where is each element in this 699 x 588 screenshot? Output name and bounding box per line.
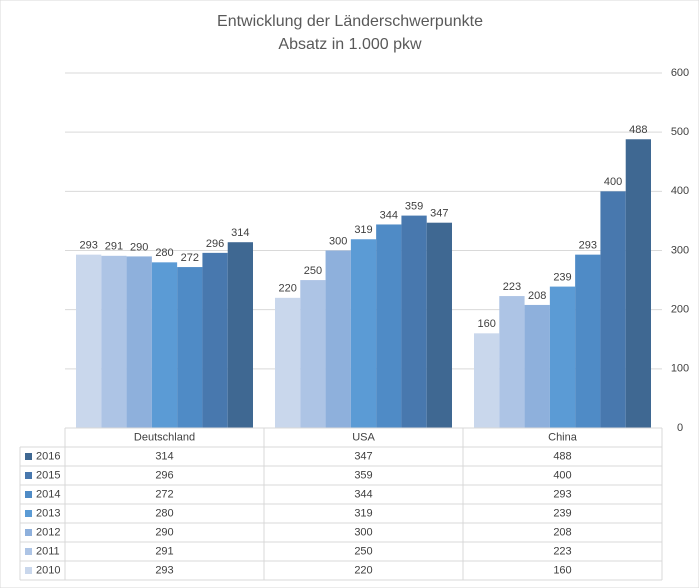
table-cell: 280 — [155, 507, 173, 519]
data-label: 293 — [79, 240, 97, 252]
x-tick-label: China — [548, 431, 578, 443]
table-cell: 291 — [155, 545, 173, 557]
y-tick-label: 100 — [671, 363, 689, 375]
legend-label: 2012 — [36, 526, 60, 538]
y-tick-label: 500 — [671, 126, 689, 138]
table-cell: 293 — [553, 488, 571, 500]
bar — [202, 252, 228, 428]
data-label: 272 — [181, 252, 199, 264]
data-label: 400 — [604, 176, 622, 188]
y-tick-label: 0 — [677, 422, 683, 434]
data-label: 488 — [629, 124, 647, 136]
table-cell: 319 — [354, 507, 372, 519]
table-cell: 488 — [553, 450, 571, 462]
bar — [275, 297, 301, 428]
table-cell: 400 — [553, 469, 571, 481]
bar — [325, 250, 351, 428]
bar — [376, 224, 402, 428]
data-label: 344 — [380, 209, 398, 221]
table-cell: 208 — [553, 526, 571, 538]
data-label: 220 — [278, 283, 296, 295]
x-tick-label: Deutschland — [134, 431, 195, 443]
data-label: 296 — [206, 238, 224, 250]
legend-label: 2014 — [36, 488, 60, 500]
table-cell: 359 — [354, 469, 372, 481]
data-label: 293 — [579, 240, 597, 252]
y-tick-label: 400 — [671, 185, 689, 197]
data-label: 347 — [430, 208, 448, 220]
legend-label: 2011 — [36, 545, 60, 557]
table-cell: 220 — [354, 564, 372, 576]
bar — [101, 255, 127, 428]
table-cell: 300 — [354, 526, 372, 538]
bar — [524, 304, 550, 428]
legend-key — [25, 529, 32, 536]
table-cell: 239 — [553, 507, 571, 519]
legend-key — [25, 548, 32, 555]
data-label: 314 — [231, 227, 249, 239]
bar — [151, 262, 178, 428]
bar — [76, 254, 102, 428]
table-cell: 344 — [354, 488, 372, 500]
legend-key — [25, 491, 32, 498]
data-label: 239 — [553, 271, 571, 283]
bar — [625, 139, 651, 428]
bar — [575, 254, 601, 428]
bar — [499, 296, 525, 428]
y-tick-label: 200 — [671, 304, 689, 316]
legend-label: 2010 — [36, 564, 60, 576]
chart-subtitle: Absatz in 1.000 pkw — [278, 36, 422, 53]
legend-key — [25, 567, 32, 574]
legend-label: 2015 — [36, 469, 60, 481]
legend-key — [25, 472, 32, 479]
data-label: 300 — [329, 235, 347, 247]
table-cell: 314 — [155, 450, 173, 462]
y-tick-label: 600 — [671, 67, 689, 79]
table-cell: 290 — [155, 526, 173, 538]
data-label: 290 — [130, 241, 148, 253]
legend-key — [25, 510, 32, 517]
bar — [549, 286, 576, 428]
x-tick-label: USA — [352, 431, 375, 443]
legend-label: 2013 — [36, 507, 60, 519]
data-label: 160 — [477, 318, 495, 330]
bar — [300, 280, 326, 428]
data-label: 359 — [405, 200, 423, 212]
bar — [600, 191, 626, 428]
data-label: 208 — [528, 290, 546, 302]
table-cell: 272 — [155, 488, 173, 500]
bar — [426, 222, 452, 428]
bar — [227, 242, 253, 428]
bar — [401, 215, 427, 428]
data-label: 223 — [503, 281, 521, 293]
bar — [126, 256, 152, 428]
data-label: 250 — [304, 265, 322, 277]
chart-title: Entwicklung der Länderschwerpunkte — [217, 13, 483, 30]
bar — [177, 267, 203, 428]
data-label: 291 — [105, 241, 123, 253]
table-cell: 293 — [155, 564, 173, 576]
data-label: 280 — [155, 247, 173, 259]
table-cell: 250 — [354, 545, 372, 557]
data-label: 319 — [354, 224, 372, 236]
table-cell: 223 — [553, 545, 571, 557]
bar — [474, 333, 500, 428]
y-tick-label: 300 — [671, 244, 689, 256]
table-cell: 347 — [354, 450, 372, 462]
legend-key — [25, 453, 32, 460]
legend-label: 2016 — [36, 450, 60, 462]
table-cell: 296 — [155, 469, 173, 481]
bar — [350, 239, 377, 428]
table-cell: 160 — [553, 564, 571, 576]
